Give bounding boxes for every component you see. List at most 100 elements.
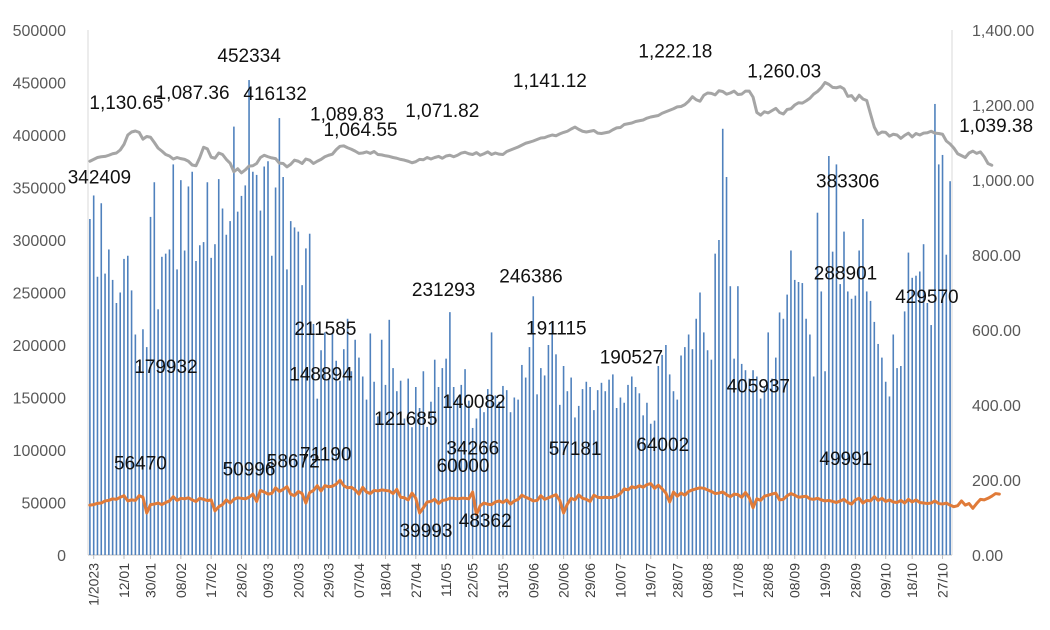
x-tick-label: 08/09 [787, 563, 803, 598]
bar [483, 412, 485, 555]
x-tick-label: 08/02 [173, 563, 189, 598]
bar [566, 391, 569, 555]
bar [862, 219, 864, 555]
data-label: 429570 [895, 287, 958, 308]
bar [642, 415, 644, 555]
bar [123, 258, 125, 555]
bar [699, 292, 701, 555]
bar [805, 318, 807, 555]
bar [270, 255, 273, 555]
bar [627, 384, 629, 555]
bar [104, 273, 106, 555]
y2-tick-label: 800.00 [972, 248, 1021, 265]
bar [600, 382, 603, 555]
left-axis-labels: 0 50000 100000 150000 200000 250000 300000 3500… [13, 23, 66, 565]
bar [812, 376, 815, 555]
bar [661, 354, 663, 555]
bar [335, 360, 337, 555]
bar [907, 252, 910, 555]
x-tick-label: 1/2023 [86, 563, 102, 606]
y2-tick-label: 200.00 [972, 473, 1021, 490]
bar [543, 375, 546, 555]
bar [172, 164, 175, 555]
bar [111, 279, 114, 555]
bar [593, 410, 595, 555]
bar [278, 118, 281, 555]
bar [877, 343, 879, 555]
bar [869, 300, 872, 555]
bar [790, 250, 792, 555]
bar [949, 181, 951, 555]
bar [513, 397, 516, 555]
bar [305, 248, 307, 555]
bar [581, 389, 584, 555]
bar [733, 358, 735, 555]
bar [392, 368, 394, 555]
bar [680, 355, 682, 555]
bar [320, 350, 322, 555]
bar [244, 185, 247, 555]
bar [615, 408, 618, 555]
x-tick-label: 29/03 [321, 563, 337, 598]
bar [327, 378, 330, 555]
data-label: 416132 [243, 84, 306, 105]
bar [396, 391, 398, 555]
bar [388, 319, 391, 555]
bar [672, 391, 675, 555]
x-tick-label: 12/01 [116, 563, 132, 598]
bar [903, 311, 906, 555]
x-tick-label: 28/08 [760, 563, 776, 598]
bar [574, 417, 576, 555]
data-label: 1,087.36 [156, 83, 230, 104]
bar [490, 332, 493, 555]
bar [782, 318, 785, 555]
bar [638, 393, 641, 555]
orange-line [88, 478, 1001, 517]
bar [449, 312, 451, 555]
y-tick-label: 350000 [13, 181, 66, 198]
bar [786, 294, 788, 555]
bar [486, 389, 489, 555]
bar [403, 418, 406, 555]
bar [142, 329, 144, 555]
bar [888, 396, 891, 555]
bar [934, 103, 936, 555]
bar [668, 374, 671, 555]
bar [896, 368, 898, 555]
bar [801, 283, 804, 555]
bar [774, 357, 777, 555]
bar [346, 318, 349, 555]
bar [437, 387, 440, 555]
bar [706, 350, 709, 555]
y-tick-label: 500000 [13, 23, 66, 40]
bar [555, 354, 557, 555]
bar-series [89, 80, 951, 556]
data-label: 58672 [267, 451, 320, 472]
bar [911, 277, 913, 555]
bar [134, 334, 137, 555]
data-label: 60000 [437, 456, 490, 477]
x-axis-labels: 1/2023 12/01 30/01 08/02 17/02 28/02 09/03 20/0… [86, 555, 951, 606]
bar [585, 381, 588, 555]
data-label: 39993 [400, 521, 453, 542]
bar [100, 203, 103, 555]
bar [157, 309, 159, 555]
data-label: 148894 [289, 365, 353, 386]
data-label: 246386 [499, 266, 562, 287]
bar [854, 295, 857, 555]
bar [695, 318, 697, 555]
bar [915, 275, 917, 555]
x-tick-label: 09/03 [260, 563, 276, 598]
bar [286, 269, 288, 555]
data-label: 71190 [300, 444, 351, 465]
bar [145, 347, 148, 555]
bar [831, 251, 834, 555]
data-label: 191115 [526, 318, 587, 339]
bar [225, 234, 228, 555]
bar [589, 387, 591, 555]
x-tick-label: 29/06 [582, 563, 598, 598]
bar [702, 332, 705, 555]
bar [505, 390, 508, 555]
x-tick-label: 27/04 [408, 563, 424, 598]
